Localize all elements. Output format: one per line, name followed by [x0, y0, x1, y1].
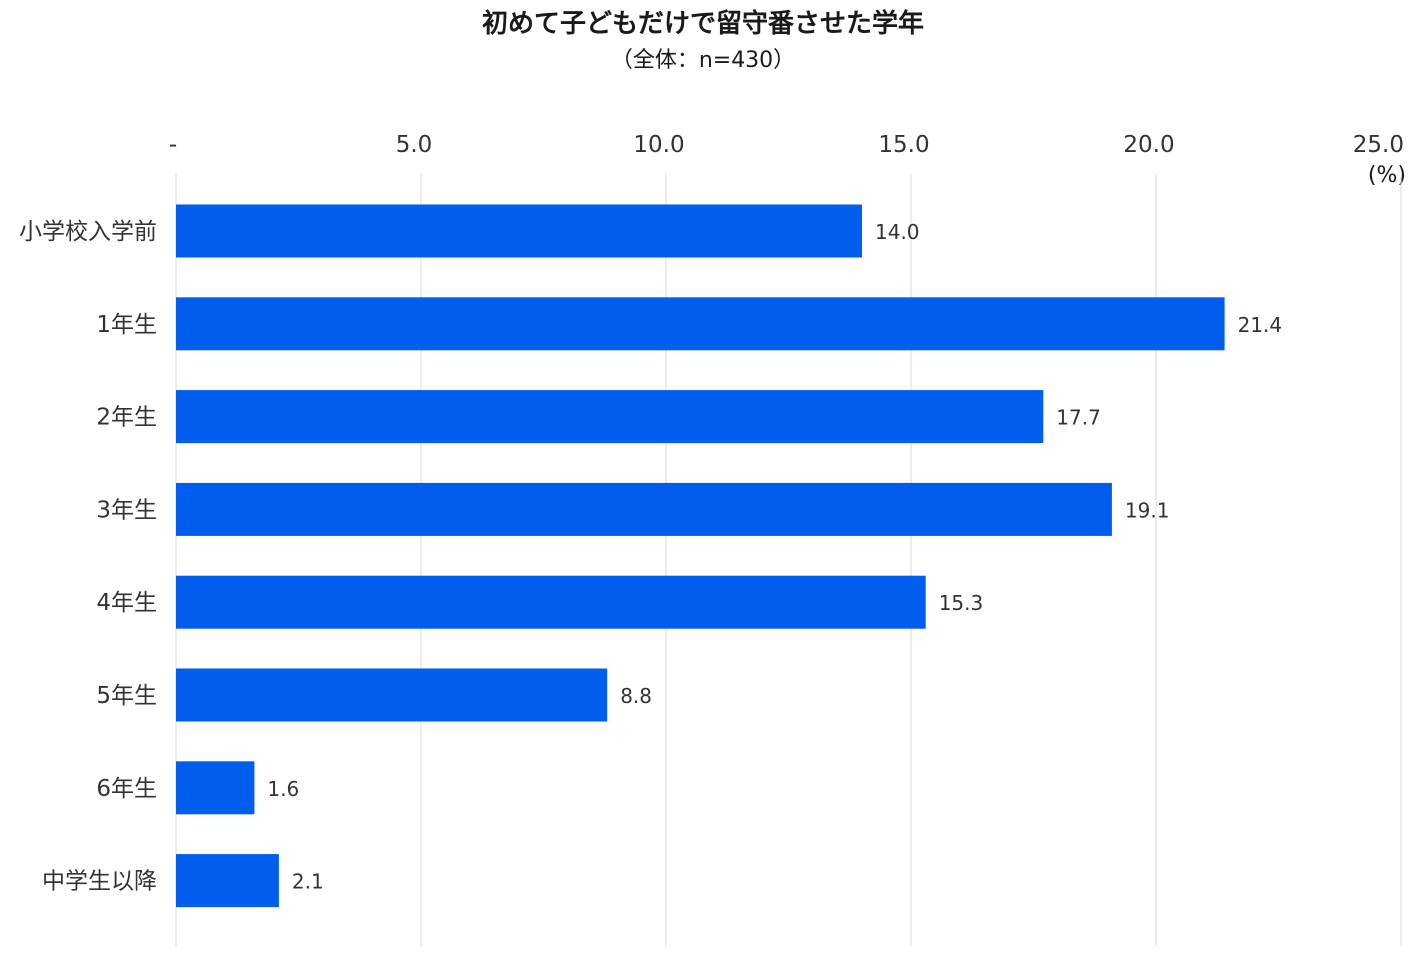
category-label: 中学生以降 [42, 869, 157, 895]
bar [176, 390, 1044, 444]
category-label: 小学校入学前 [19, 219, 157, 245]
x-tick-label: 10.0 [633, 132, 684, 158]
category-label: 3年生 [96, 497, 157, 523]
x-tick-label: 20.0 [1123, 132, 1174, 158]
category-label: 4年生 [96, 590, 157, 616]
bar [176, 297, 1225, 351]
bars [176, 204, 1225, 908]
bar [176, 668, 608, 722]
bar [176, 854, 279, 908]
value-label: 17.7 [1056, 406, 1101, 430]
category-label: 2年生 [96, 405, 157, 431]
chart-title: 初めて子どもだけで留守番させた学年 [481, 9, 924, 39]
bar [176, 575, 926, 629]
x-axis: - 5.0 10.0 15.0 20.0 25.0 [169, 132, 1404, 158]
x-tick-label: 5.0 [396, 132, 433, 158]
chart-subtitle: （全体：n=430） [610, 48, 796, 73]
bar [176, 482, 1112, 536]
value-label: 1.6 [267, 777, 299, 801]
x-tick-label: 25.0 [1353, 132, 1404, 158]
value-label: 2.1 [292, 870, 324, 894]
x-tick-label: - [169, 132, 177, 158]
gridlines [175, 174, 1402, 946]
category-label: 5年生 [96, 683, 157, 709]
category-label: 1年生 [96, 312, 157, 338]
bar [176, 761, 255, 815]
x-tick-label: 15.0 [878, 132, 929, 158]
value-label: 8.8 [620, 684, 652, 708]
value-labels: 14.0 21.4 17.7 19.1 15.3 8.8 1.6 2.1 [267, 220, 1282, 894]
bar [176, 204, 862, 258]
axis-unit-label: (%) [1367, 163, 1406, 188]
value-label: 21.4 [1238, 313, 1283, 337]
value-label: 14.0 [875, 220, 920, 244]
category-label: 6年生 [96, 776, 157, 802]
value-label: 19.1 [1125, 498, 1170, 522]
value-label: 15.3 [939, 591, 984, 615]
